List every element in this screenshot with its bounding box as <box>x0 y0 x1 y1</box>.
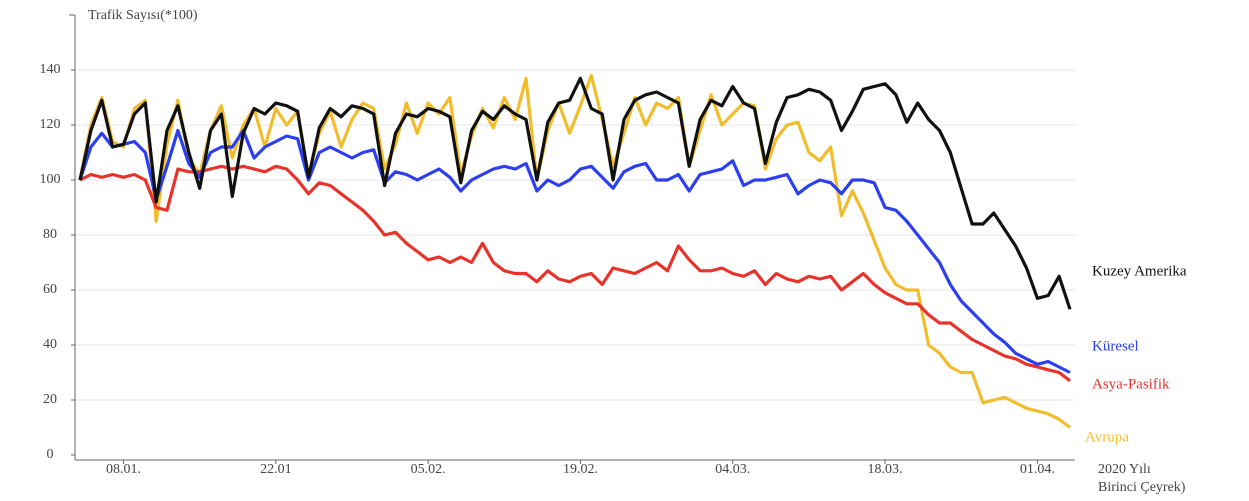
series-label: Avrupa <box>1085 429 1129 445</box>
series-line <box>78 128 1071 374</box>
y-tick-label: 20 <box>43 392 57 407</box>
x-tick-label: 19.02. <box>563 462 598 477</box>
y-tick-label: 40 <box>43 337 57 352</box>
x-tick-label: 01.04. <box>1020 462 1055 477</box>
x-axis-label: Birinci Çeyrek) <box>1098 480 1186 495</box>
y-tick-label: 0 <box>47 447 54 462</box>
series-label: Küresel <box>1092 338 1139 354</box>
y-tick-label: 60 <box>43 282 57 297</box>
series-label: Asya-Pasifik <box>1092 376 1170 392</box>
x-tick-label: 05.02. <box>411 462 446 477</box>
y-tick-label: 100 <box>40 172 61 187</box>
series-line <box>79 164 1071 383</box>
y-axis-label: Trafik Sayısı(*100) <box>88 8 198 23</box>
x-tick-label: 18.03. <box>868 462 903 477</box>
series-line <box>78 73 1071 429</box>
y-tick-label: 140 <box>40 62 61 77</box>
x-tick-label: 04.03. <box>715 462 750 477</box>
x-tick-label: 08.01. <box>106 462 141 477</box>
x-axis-label: 2020 Yılı <box>1098 462 1151 477</box>
x-tick-label: 22.01 <box>260 462 292 477</box>
y-tick-label: 80 <box>43 227 57 242</box>
series-line <box>78 76 1072 310</box>
y-tick-label: 120 <box>40 117 61 132</box>
series-label: Kuzey Amerika <box>1092 263 1187 279</box>
